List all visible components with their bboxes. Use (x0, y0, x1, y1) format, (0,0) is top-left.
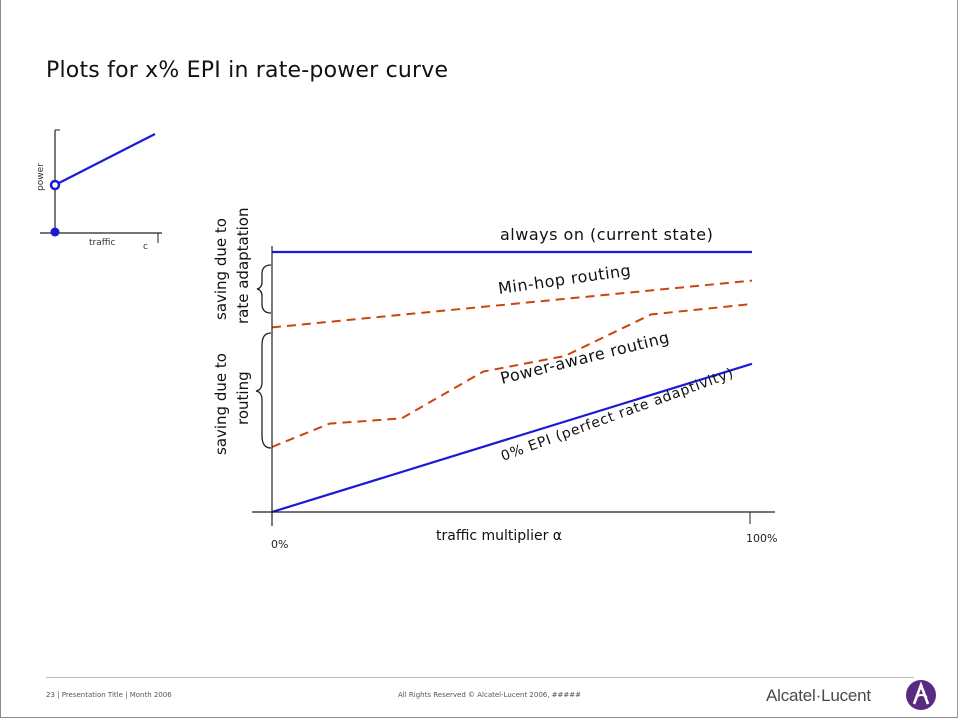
annotation-routing-line1: saving due to (212, 353, 230, 455)
series-line-2 (271, 303, 753, 448)
logo-wordmark: Alcatel·Lucent (766, 686, 871, 705)
annotation-routing-line2: routing (234, 371, 252, 425)
inset-cap-label: c (143, 242, 148, 252)
annotation-rate-line1: saving due to (212, 218, 230, 320)
annotation-rate-line2: rate adaptation (234, 208, 252, 324)
brace-rate-adaptation (256, 264, 272, 314)
inset-open-point (49, 179, 61, 191)
footer-divider (46, 677, 914, 678)
x-tick-label-100: 100% (746, 532, 777, 545)
footer-slide-info: 23 | Presentation Title | Month 2006 (46, 691, 172, 699)
inset-ylabel: power (36, 163, 46, 191)
inset-rate-line (54, 133, 156, 186)
series-label-power-aware: Power-aware routing (498, 327, 671, 387)
inset-filled-point (50, 227, 60, 237)
series-label-zero-epi: 0% EPI (perfect rate adaptivity) (499, 365, 736, 464)
x-tick-label-0: 0% (271, 538, 288, 551)
inset-diagram: power traffic c (36, 129, 162, 252)
footer-copyright: All Rights Reserved © Alcatel-Lucent 200… (398, 691, 581, 699)
slide-title: Plots for x% EPI in rate-power curve (46, 58, 449, 83)
series-line-3 (271, 362, 753, 514)
series-label-always-on: always on (current state) (500, 225, 713, 244)
logo-mark-icon (906, 680, 936, 710)
inset-xlabel: traffic (89, 238, 115, 248)
alcatel-lucent-logo: Alcatel·Lucent (766, 679, 936, 713)
series-label-min-hop: Min-hop routing (497, 260, 632, 297)
series-line-1 (271, 279, 753, 329)
brace-routing (255, 332, 272, 449)
x-axis-label: traffic multiplier α (436, 528, 562, 544)
